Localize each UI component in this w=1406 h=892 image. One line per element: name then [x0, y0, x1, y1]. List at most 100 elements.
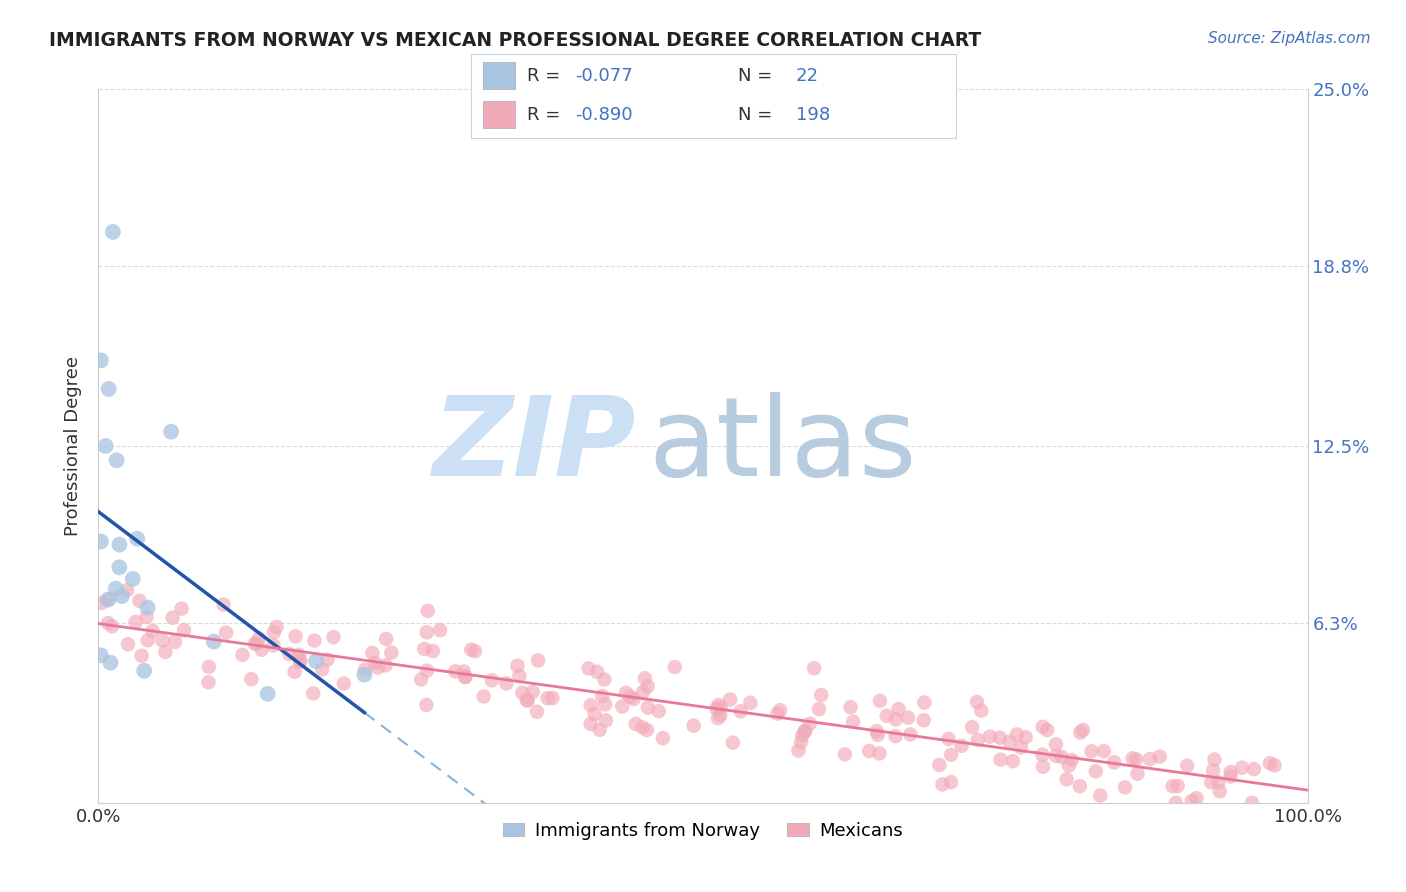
Point — [1092, 744, 1115, 758]
Point — [682, 719, 704, 733]
Point — [586, 665, 609, 679]
Point — [1036, 723, 1059, 737]
Point — [730, 704, 752, 718]
Point — [1201, 775, 1223, 789]
Point — [990, 753, 1012, 767]
Point — [128, 594, 150, 608]
Point — [367, 660, 389, 674]
Point — [311, 662, 333, 676]
Point — [322, 630, 344, 644]
Point — [375, 632, 398, 646]
Point — [1056, 772, 1078, 787]
Point — [155, 645, 177, 659]
Point — [278, 647, 301, 661]
Point — [288, 655, 311, 669]
Point — [619, 690, 641, 704]
Point — [411, 673, 433, 687]
Point — [495, 676, 517, 690]
Point — [333, 676, 356, 690]
Point — [1185, 791, 1208, 805]
Text: R =: R = — [527, 67, 565, 85]
Point — [839, 700, 862, 714]
Point — [664, 660, 686, 674]
Point — [160, 425, 183, 439]
Point — [651, 731, 673, 746]
Text: IMMIGRANTS FROM NORWAY VS MEXICAN PROFESSIONAL DEGREE CORRELATION CHART: IMMIGRANTS FROM NORWAY VS MEXICAN PROFES… — [49, 31, 981, 50]
Point — [1032, 760, 1054, 774]
Point — [152, 633, 174, 648]
Point — [256, 687, 278, 701]
Point — [1005, 727, 1028, 741]
Point — [1149, 749, 1171, 764]
Point — [481, 673, 503, 688]
Point — [284, 665, 307, 679]
Point — [90, 596, 112, 610]
Point — [721, 736, 744, 750]
Point — [803, 661, 825, 675]
Point — [197, 675, 219, 690]
Point — [1122, 751, 1144, 765]
Point — [1219, 764, 1241, 779]
Text: Source: ZipAtlas.com: Source: ZipAtlas.com — [1208, 31, 1371, 46]
Point — [966, 732, 988, 747]
Point — [866, 724, 889, 739]
Text: ZIP: ZIP — [433, 392, 637, 500]
Point — [1050, 750, 1073, 764]
Point — [127, 532, 149, 546]
Point — [245, 636, 267, 650]
Point — [1209, 784, 1232, 798]
Point — [464, 644, 486, 658]
Point — [887, 702, 910, 716]
Point — [1060, 753, 1083, 767]
Point — [101, 225, 124, 239]
Point — [1045, 748, 1067, 763]
Point — [583, 707, 606, 722]
Point — [364, 656, 387, 670]
Point — [707, 711, 730, 725]
Point — [1208, 775, 1230, 789]
Point — [593, 673, 616, 687]
Point — [1080, 744, 1102, 758]
Point — [769, 703, 792, 717]
Point — [966, 695, 988, 709]
Point — [1071, 723, 1094, 737]
Point — [454, 670, 477, 684]
Point — [247, 632, 270, 646]
Point — [1240, 796, 1263, 810]
Point — [416, 604, 439, 618]
Point — [1069, 779, 1091, 793]
Point — [284, 629, 307, 643]
Point — [884, 712, 907, 726]
Point — [136, 600, 159, 615]
Point — [979, 730, 1001, 744]
Point — [1069, 725, 1091, 739]
Point — [794, 724, 817, 739]
Point — [536, 691, 558, 706]
Point — [510, 686, 533, 700]
Point — [263, 639, 285, 653]
Point — [374, 658, 396, 673]
Point — [212, 598, 235, 612]
Point — [884, 729, 907, 743]
Point — [527, 653, 550, 667]
Point — [353, 667, 375, 681]
Point — [90, 353, 112, 368]
Point — [1125, 752, 1147, 766]
Point — [444, 665, 467, 679]
Point — [416, 664, 439, 678]
Point — [631, 720, 654, 734]
Point — [541, 691, 564, 706]
Point — [1258, 756, 1281, 771]
Point — [766, 706, 789, 721]
Text: -0.077: -0.077 — [575, 67, 633, 85]
Point — [354, 663, 377, 677]
Point — [1014, 730, 1036, 744]
Point — [928, 758, 950, 772]
Point — [1102, 756, 1125, 770]
Point — [1139, 752, 1161, 766]
Point — [305, 654, 328, 668]
Point — [105, 453, 128, 467]
Point — [1219, 770, 1241, 784]
Point — [631, 685, 654, 699]
Point — [869, 694, 891, 708]
